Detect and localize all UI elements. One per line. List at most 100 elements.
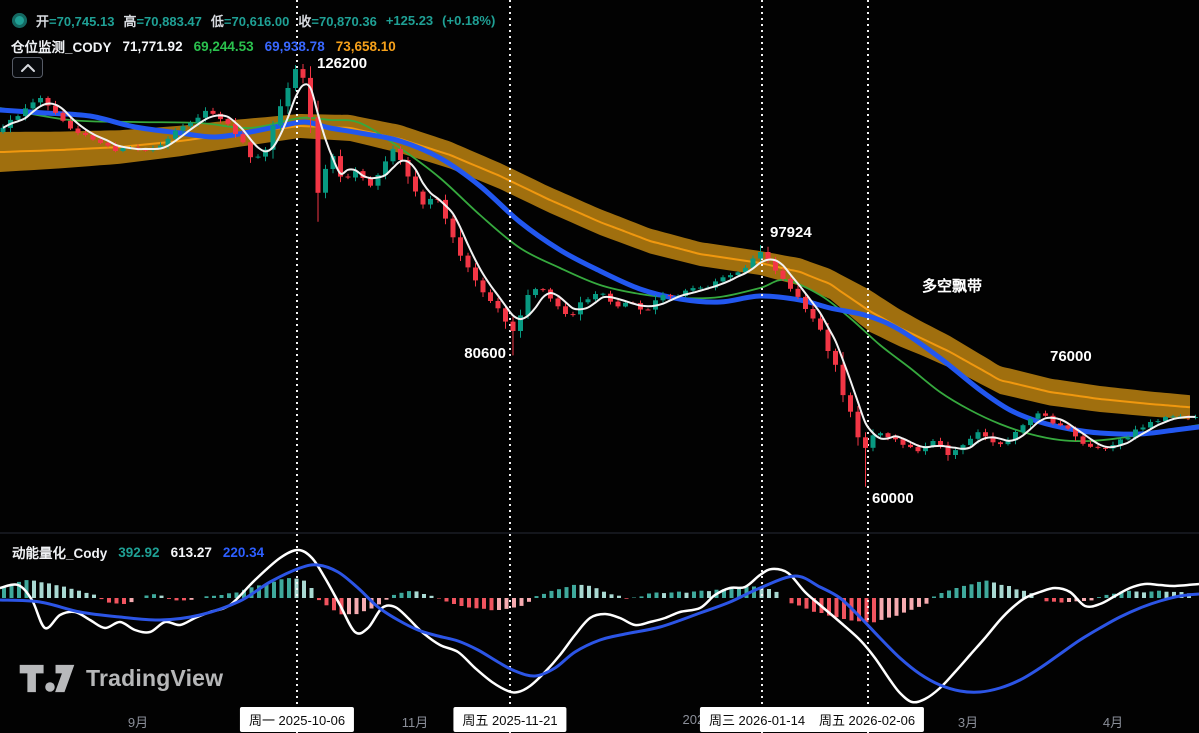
candle-body xyxy=(38,98,43,103)
histogram-bar xyxy=(639,596,644,598)
histogram-bar xyxy=(354,598,359,615)
ribbon-band xyxy=(0,113,1190,420)
main-indicator-value: 69,244.53 xyxy=(193,38,254,54)
histogram-bar xyxy=(1052,598,1056,602)
candle-body xyxy=(540,289,546,291)
candle-body xyxy=(458,237,463,256)
histogram-bar xyxy=(669,592,674,598)
candle-body xyxy=(645,309,651,311)
histogram-bar xyxy=(549,590,554,598)
candle-body xyxy=(30,102,36,109)
candle-body xyxy=(165,138,171,146)
histogram-bar xyxy=(437,598,441,599)
histogram-bar xyxy=(662,593,666,598)
candle-body xyxy=(23,108,28,117)
candle-body xyxy=(293,69,298,88)
candle-body xyxy=(788,278,793,289)
candle-body xyxy=(945,445,951,455)
histogram-bar xyxy=(1104,594,1109,598)
candle-body xyxy=(1065,425,1071,429)
histogram-bar xyxy=(264,583,269,598)
candle-body xyxy=(525,295,531,316)
candle-body xyxy=(383,161,388,175)
candle-body xyxy=(758,252,763,259)
histogram-bar xyxy=(939,593,944,598)
candle-body xyxy=(750,258,756,268)
price-annotation: 97924 xyxy=(770,224,812,241)
histogram-bar xyxy=(174,598,179,601)
candle-body xyxy=(1140,427,1146,430)
candle-body xyxy=(555,298,561,307)
lower-indicator-value: 392.92 xyxy=(118,544,160,560)
candle-body xyxy=(690,288,696,291)
candle-body xyxy=(75,128,81,133)
histogram-bar xyxy=(947,590,951,598)
axis-date-tag: 周五 2026-02-06 xyxy=(809,707,925,732)
histogram-bar xyxy=(399,592,404,598)
candle-body xyxy=(1163,417,1168,422)
candle-body xyxy=(338,156,343,177)
candle-body xyxy=(420,191,426,205)
histogram-bar xyxy=(54,585,59,598)
candle-body xyxy=(345,176,351,178)
candle-body xyxy=(585,299,591,303)
candle-body xyxy=(1088,443,1093,447)
ohlc-open: 开=70,745.13 xyxy=(36,14,115,29)
candle-body xyxy=(960,445,966,451)
candle-body xyxy=(698,287,703,289)
histogram-bar xyxy=(77,590,81,598)
oscillator-line-white xyxy=(0,548,1199,704)
histogram-bar xyxy=(332,598,336,611)
histogram-bar xyxy=(864,598,869,623)
histogram-bar xyxy=(909,598,914,610)
candle-body xyxy=(308,77,313,118)
candle-body xyxy=(893,437,898,440)
candle-body xyxy=(390,148,396,162)
candle-body xyxy=(480,280,486,293)
main-indicator-name[interactable]: 仓位监测_CODY xyxy=(11,40,112,55)
candle-body xyxy=(353,171,358,178)
candle-body xyxy=(765,252,771,261)
histogram-bar xyxy=(954,588,959,598)
histogram-bar xyxy=(624,598,629,599)
histogram-bar xyxy=(242,589,246,598)
histogram-bar xyxy=(377,598,381,605)
histogram-bar xyxy=(887,598,891,618)
chevron-up-icon xyxy=(20,63,35,72)
candle-body xyxy=(405,160,411,177)
lower-indicator-name[interactable]: 动能量化_Cody xyxy=(12,546,108,561)
candle-body xyxy=(90,135,96,140)
candle-body xyxy=(98,139,103,143)
candle-body xyxy=(465,255,471,268)
histogram-bar xyxy=(212,595,216,598)
axis-month-label: 9月 xyxy=(127,715,149,730)
candle-body xyxy=(1155,421,1161,423)
candle-body xyxy=(1050,415,1056,424)
candle-body xyxy=(375,175,381,186)
candle-body xyxy=(938,441,943,446)
histogram-bar xyxy=(834,598,839,618)
histogram-bar xyxy=(842,598,846,619)
collapse-legend-button[interactable] xyxy=(12,57,43,78)
candle-body xyxy=(225,119,231,124)
histogram-bar xyxy=(2,586,6,598)
time-axis[interactable]: 9月 11月 2026 3月 4月 周一 2025-10-06 周五 2025-11-21 周… xyxy=(0,705,1199,733)
tradingview-watermark: TradingView xyxy=(18,663,223,694)
histogram-bar xyxy=(594,588,599,598)
candle-body xyxy=(840,364,846,396)
histogram-bar xyxy=(167,598,171,599)
watermark-text: TradingView xyxy=(86,665,224,691)
histogram-bar xyxy=(362,598,366,612)
histogram-bar xyxy=(534,596,539,598)
candle-body xyxy=(398,148,403,160)
histogram-bar xyxy=(69,588,74,598)
axis-date-tag: 周三 2026-01-14 xyxy=(699,707,815,732)
histogram-bar xyxy=(84,592,89,598)
histogram-bar xyxy=(932,596,936,598)
histogram-bar xyxy=(414,591,419,598)
candle-body xyxy=(83,132,88,135)
candle-body xyxy=(195,117,201,123)
candle-body xyxy=(833,350,838,365)
histogram-bar xyxy=(317,598,321,601)
